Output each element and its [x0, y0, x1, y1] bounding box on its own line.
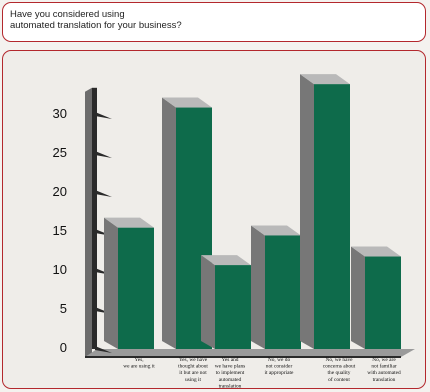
category-label: translation	[219, 383, 242, 389]
bar-top	[201, 255, 251, 266]
category-label: it appropriate	[265, 370, 294, 376]
bar-top	[251, 225, 301, 236]
category-label: thought about	[178, 364, 208, 370]
bar	[118, 227, 154, 349]
bar-top	[162, 97, 212, 108]
question-line-2: automated translation for your business?	[10, 20, 182, 31]
y-tick-label: 25	[53, 145, 67, 160]
y-tick-label: 10	[53, 262, 67, 277]
bar-side	[251, 225, 265, 349]
bar-top	[351, 246, 401, 257]
category-label: No, we are	[372, 357, 396, 363]
y-tick-label: 15	[53, 223, 67, 238]
y-tick-mark	[95, 151, 112, 158]
x-axis-floor	[85, 349, 415, 357]
y-axis-post	[92, 87, 97, 350]
category-label: it but are not	[179, 370, 207, 376]
category-label: using it	[185, 377, 202, 383]
category-label: the quality	[328, 370, 351, 376]
bar-side	[201, 255, 215, 349]
question-line-1: Have you considered using	[10, 9, 125, 20]
bar-top	[104, 217, 154, 228]
bar-side	[104, 217, 118, 349]
bar	[314, 84, 350, 349]
category-label: translation	[373, 377, 396, 383]
category-label: to implement	[216, 370, 245, 376]
category-label: No, we do	[268, 357, 291, 363]
category-label: we are using it	[123, 364, 155, 370]
bar-side	[351, 246, 365, 349]
bar	[365, 256, 401, 349]
bar-top	[300, 74, 350, 85]
y-tick-label: 0	[60, 340, 67, 355]
y-tick-label: 5	[60, 301, 67, 316]
y-tick-mark	[95, 112, 112, 119]
y-axis-side	[85, 87, 92, 358]
y-tick-mark	[95, 346, 112, 353]
question-box: Have you considered using automated tran…	[2, 2, 426, 42]
category-label: automated	[219, 377, 242, 383]
bar-chart: 0 5 10 15 20 25 30 Yes,we are using it Yes, we h…	[53, 74, 415, 389]
y-tick-label: 30	[53, 106, 67, 121]
chart-frame: 0 5 10 15 20 25 30 Yes, we are using it Yes, we h…	[2, 50, 426, 389]
bar-side	[162, 97, 176, 349]
category-label: not familiar	[371, 363, 397, 370]
category-label: we have plans	[215, 364, 246, 370]
category-label: Yes, we have	[179, 357, 208, 363]
category-label: Yes,	[134, 357, 144, 363]
bar-side	[300, 74, 314, 349]
bar	[265, 235, 301, 349]
category-label: concerns about	[323, 364, 356, 370]
y-tick-mark	[95, 190, 112, 197]
y-tick-label: 20	[53, 184, 67, 199]
category-label: with automated	[367, 370, 401, 376]
category-label: of content	[328, 376, 350, 383]
category-label: Yes and	[222, 357, 239, 363]
category-label: No, we have	[325, 357, 353, 363]
category-label: not consider	[266, 364, 293, 370]
bar	[215, 265, 251, 349]
